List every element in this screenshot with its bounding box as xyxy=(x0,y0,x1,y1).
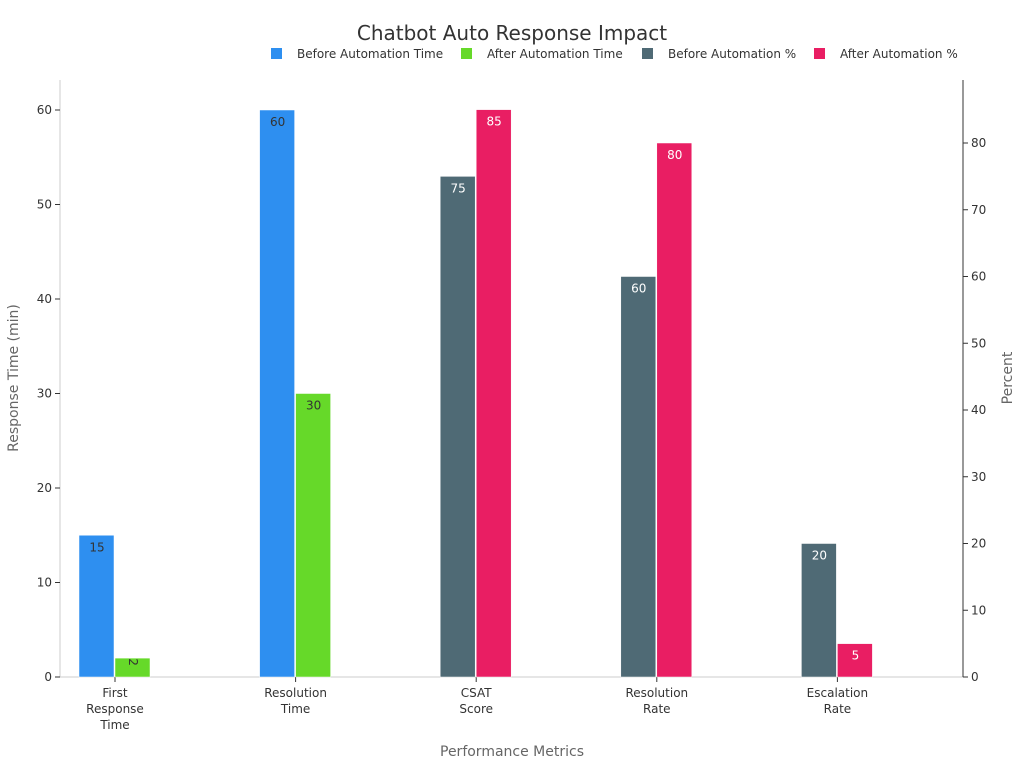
legend-swatch xyxy=(642,48,653,59)
y-tick-label-left: 50 xyxy=(37,198,52,212)
bar-label: 85 xyxy=(487,115,502,129)
x-tick-label: Score xyxy=(459,702,493,716)
chart-title: Chatbot Auto Response Impact xyxy=(357,21,667,45)
x-tick-label: First xyxy=(102,686,128,700)
bar-label: 20 xyxy=(812,549,827,563)
bar-label: 2 xyxy=(126,658,140,666)
x-tick-label: CSAT xyxy=(461,686,492,700)
x-tick-label: Resolution xyxy=(625,686,688,700)
x-axis-title: Performance Metrics xyxy=(440,744,584,760)
legend: Before Automation Time After Automation T… xyxy=(271,47,958,61)
y-tick-label-right: 60 xyxy=(971,270,986,284)
y-tick-label-left: 40 xyxy=(37,292,52,306)
x-tick-label: Escalation xyxy=(807,686,868,700)
y-axis-left-title: Response Time (min) xyxy=(6,304,22,452)
bar xyxy=(475,109,512,678)
bar-label: 15 xyxy=(89,540,104,554)
legend-swatch xyxy=(271,48,282,59)
legend-label: Before Automation Time xyxy=(297,47,443,61)
bar xyxy=(801,543,837,678)
x-tick-label: Rate xyxy=(824,702,852,716)
bar-label: 75 xyxy=(451,181,466,195)
bar xyxy=(439,176,476,678)
x-tick-label: Resolution xyxy=(264,686,327,700)
y-tick-label-right: 40 xyxy=(971,403,986,417)
plot-area: 0 10 20 30 40 50 60 0 10 20 30 40 50 60 70 80 First Respo… xyxy=(37,80,986,732)
y-tick-label-right: 10 xyxy=(971,603,986,617)
bar xyxy=(620,276,657,678)
legend-swatch xyxy=(461,48,472,59)
y-tick-label-left: 10 xyxy=(37,576,52,590)
y-tick-label-left: 30 xyxy=(37,387,52,401)
y-tick-label-right: 50 xyxy=(971,336,986,350)
bar-label: 60 xyxy=(270,115,285,129)
x-tick-label: Rate xyxy=(643,702,671,716)
bar xyxy=(295,393,331,678)
bar-label: 80 xyxy=(667,148,682,162)
y-tick-label-right: 30 xyxy=(971,470,986,484)
bar xyxy=(837,643,873,678)
legend-label: After Automation % xyxy=(840,47,958,61)
bar xyxy=(78,535,115,678)
bar xyxy=(114,657,151,678)
y-axis-right-title: Percent xyxy=(1000,351,1016,404)
y-tick-label-right: 80 xyxy=(971,136,986,150)
y-tick-label-right: 70 xyxy=(971,203,986,217)
legend-label: Before Automation % xyxy=(668,47,796,61)
y-tick-label-left: 0 xyxy=(44,670,52,684)
y-tick-label-right: 20 xyxy=(971,537,986,551)
bar-label: 5 xyxy=(852,649,860,663)
bar xyxy=(259,109,295,678)
bar-label: 60 xyxy=(631,282,646,296)
bar-label: 30 xyxy=(306,399,321,413)
y-tick-label-left: 60 xyxy=(37,103,52,117)
y-tick-label-left: 20 xyxy=(37,481,52,495)
bar xyxy=(656,142,693,678)
x-tick-label: Time xyxy=(280,702,310,716)
x-tick-label: Time xyxy=(99,718,129,732)
legend-swatch xyxy=(814,48,825,59)
legend-label: After Automation Time xyxy=(487,47,623,61)
y-tick-label-right: 0 xyxy=(971,670,979,684)
x-tick-label: Response xyxy=(86,702,144,716)
